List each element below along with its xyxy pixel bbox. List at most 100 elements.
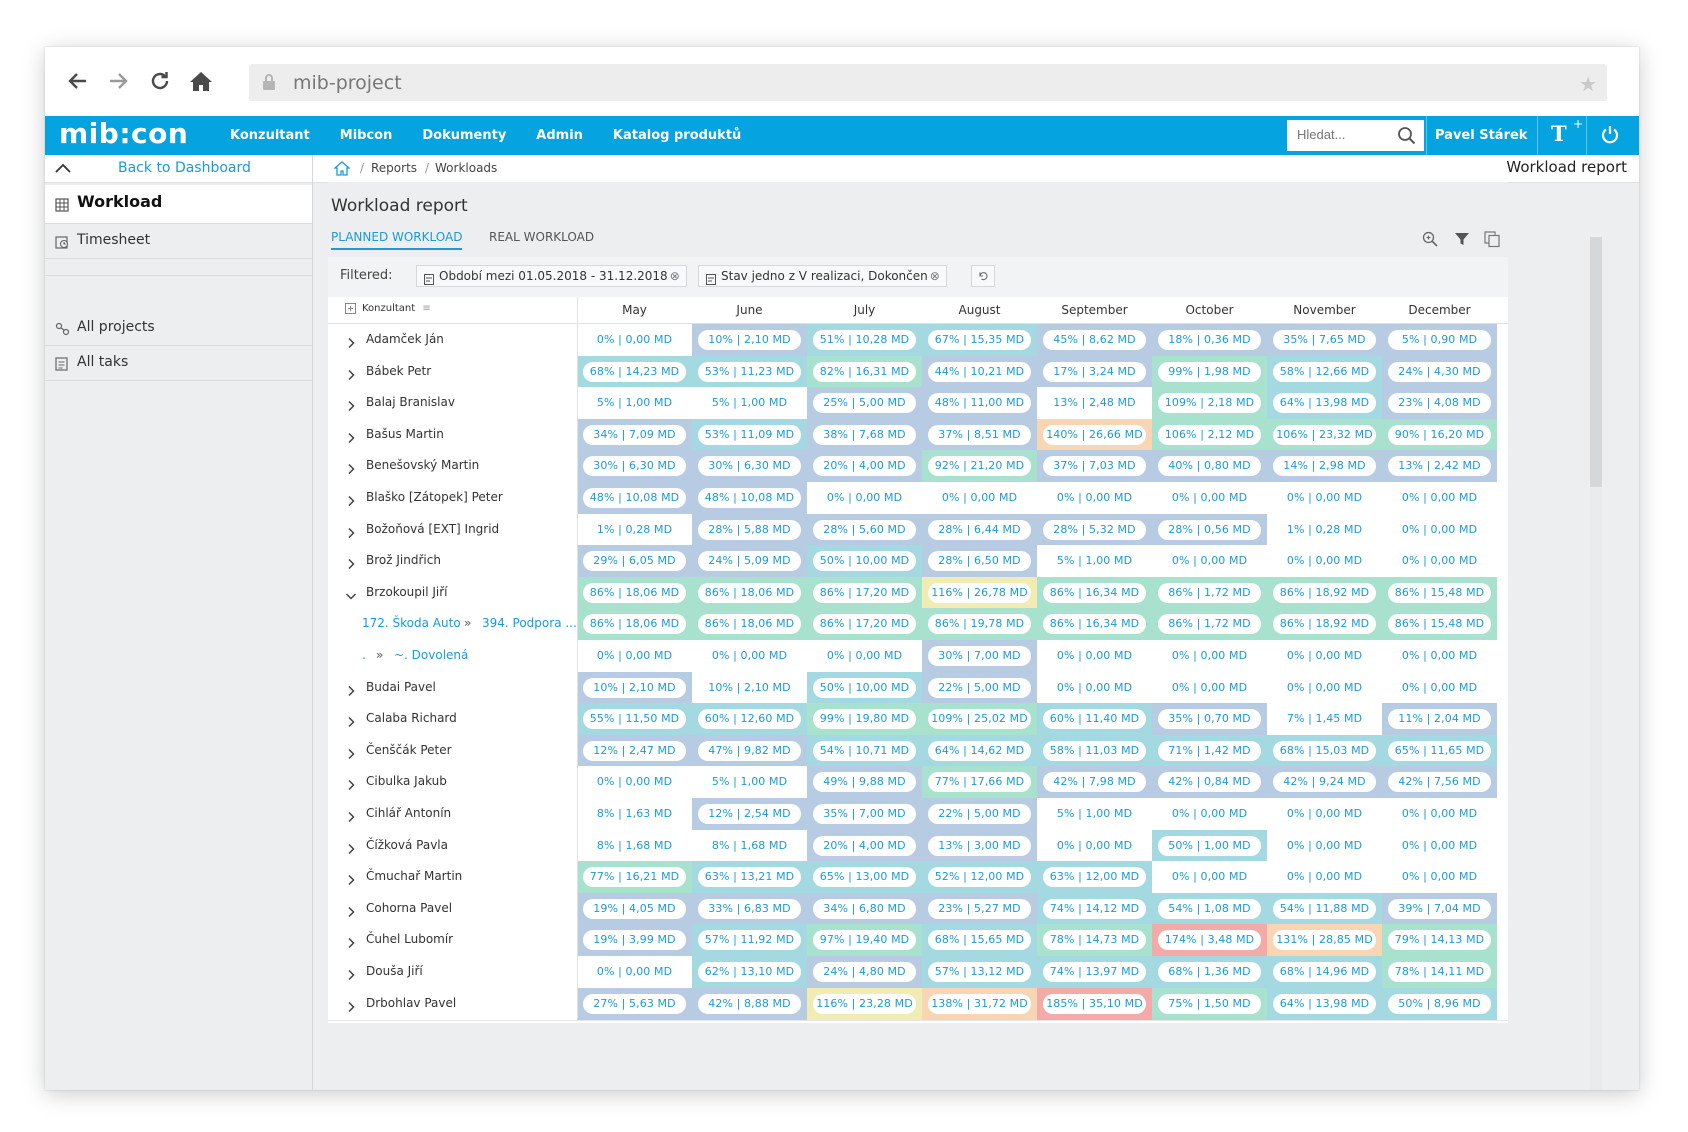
workload-cell[interactable]: 0% | 0,00 MD [692,640,807,672]
workload-cell[interactable]: 0% | 0,00 MD [1267,829,1382,862]
workload-cell[interactable]: 5% | 1,00 MD [1037,545,1152,578]
workload-cell[interactable]: 48% | 10,08 MD [577,482,692,514]
chevron-right-icon[interactable] [345,524,357,543]
table-row[interactable]: Brož Jindřich 29% | 6,05 MD 24% | 5,09 MD 5… [328,545,1508,579]
bookmark-star-icon[interactable]: ★ [1579,72,1597,96]
workload-cell[interactable]: 34% | 6,80 MD [807,892,922,925]
tab-real-workload[interactable]: REAL WORKLOAD [489,230,595,244]
chevron-right-icon[interactable] [345,840,357,859]
text-size-icon[interactable]: T [1551,121,1567,146]
sidebar-item-all-taks[interactable]: All taks [45,346,312,381]
workload-cell[interactable]: 57% | 13,12 MD [922,956,1037,988]
workload-cell[interactable]: 64% | 13,98 MD [1267,987,1382,1020]
workload-cell[interactable]: 0% | 0,00 MD [1152,671,1267,704]
chevron-right-icon[interactable] [345,366,357,385]
zoom-icon[interactable] [1422,231,1438,251]
workload-cell[interactable]: 13% | 3,00 MD [922,829,1037,862]
table-row[interactable]: Budai Pavel 10% | 2,10 MD 10% | 2,10 MD 50%… [328,671,1508,705]
workload-cell[interactable]: 63% | 13,21 MD [692,861,807,894]
workload-cell[interactable]: 28% | 5,32 MD [1037,513,1152,546]
chevron-right-icon[interactable] [345,460,357,479]
workload-cell[interactable]: 37% | 7,03 MD [1037,450,1152,483]
workload-cell[interactable]: 86% | 18,06 MD [577,608,692,641]
workload-cell[interactable]: 30% | 7,00 MD [922,640,1037,672]
filter-chip-status[interactable]: Stav jedno z V realizaci, Dokončen ⊗ [698,265,947,287]
chevron-right-icon[interactable] [345,334,357,353]
workload-cell[interactable]: 0% | 0,00 MD [1267,482,1382,514]
workload-cell[interactable]: 116% | 23,28 MD [807,987,922,1020]
workload-cell[interactable]: 68% | 14,96 MD [1267,956,1382,988]
workload-cell[interactable]: 42% | 0,84 MD [1152,766,1267,799]
workload-cell[interactable]: 109% | 25,02 MD [922,703,1037,736]
remove-filter-icon[interactable]: ⊗ [929,269,940,283]
workload-cell[interactable]: 0% | 0,00 MD [1267,640,1382,672]
table-row[interactable]: Benešovský Martin 30% | 6,30 MD 30% | 6,30… [328,450,1508,484]
workload-cell[interactable]: 86% | 16,34 MD [1037,576,1152,609]
table-row[interactable]: Adamček Ján 0% | 0,00 MD 10% | 2,10 MD 51% … [328,324,1508,357]
workload-cell[interactable]: 86% | 1,72 MD [1152,608,1267,641]
workload-cell[interactable]: 20% | 4,00 MD [807,450,922,483]
table-row[interactable]: Cibulka Jakub 0% | 0,00 MD 5% | 1,00 MD 49%… [328,766,1508,800]
workload-cell[interactable]: 30% | 6,30 MD [692,450,807,483]
workload-cell[interactable]: 5% | 0,90 MD [1382,324,1497,356]
workload-cell[interactable]: 35% | 7,00 MD [807,798,922,830]
workload-cell[interactable]: 174% | 3,48 MD [1152,924,1267,957]
power-icon[interactable] [1600,124,1620,150]
user-name[interactable]: Pavel Stárek [1435,128,1528,143]
workload-cell[interactable]: 30% | 6,30 MD [577,450,692,483]
workload-cell[interactable]: 0% | 0,00 MD [1152,798,1267,830]
workload-cell[interactable]: 86% | 15,48 MD [1382,576,1497,609]
workload-cell[interactable]: 86% | 15,48 MD [1382,608,1497,641]
logo[interactable]: mib:con [59,117,189,150]
workload-cell[interactable]: 28% | 0,56 MD [1152,513,1267,546]
table-row[interactable]: Čenščák Peter 12% | 2,47 MD 47% | 9,82 MD 5… [328,734,1508,768]
workload-cell[interactable]: 23% | 5,27 MD [922,892,1037,925]
workload-cell[interactable]: 10% | 2,10 MD [692,671,807,704]
workload-cell[interactable]: 68% | 14,23 MD [577,355,692,388]
menu-mibcon[interactable]: Mibcon [339,128,393,143]
workload-cell[interactable]: 140% | 26,66 MD [1037,418,1152,451]
workload-cell[interactable]: 8% | 1,68 MD [692,829,807,862]
table-row[interactable]: Čmuchař Martin 77% | 16,21 MD 63% | 13,21 … [328,861,1508,895]
workload-cell[interactable]: 106% | 23,32 MD [1267,418,1382,451]
table-subrow[interactable]: . » ~. Dovolená 0% | 0,00 MD 0% | 0,00 MD 0% … [328,640,1508,673]
workload-cell[interactable]: 52% | 12,00 MD [922,861,1037,894]
workload-cell[interactable]: 0% | 0,00 MD [922,482,1037,514]
workload-cell[interactable]: 0% | 0,00 MD [577,640,692,672]
workload-cell[interactable]: 64% | 13,98 MD [1267,387,1382,420]
workload-cell[interactable]: 40% | 0,80 MD [1152,450,1267,483]
workload-cell[interactable]: 0% | 0,00 MD [807,482,922,514]
workload-cell[interactable]: 86% | 17,20 MD [807,576,922,609]
workload-cell[interactable]: 131% | 28,85 MD [1267,924,1382,957]
workload-cell[interactable]: 27% | 5,63 MD [577,987,692,1020]
workload-cell[interactable]: 35% | 7,65 MD [1267,324,1382,356]
back-arrow-icon[interactable] [62,65,94,97]
workload-cell[interactable]: 23% | 4,08 MD [1382,387,1497,420]
table-row[interactable]: Drbohlav Pavel 27% | 5,63 MD 42% | 8,88 MD… [328,987,1508,1021]
workload-cell[interactable]: 12% | 2,54 MD [692,798,807,830]
workload-cell[interactable]: 39% | 7,04 MD [1382,892,1497,925]
workload-cell[interactable]: 86% | 1,72 MD [1152,576,1267,609]
chevron-right-icon[interactable] [345,713,357,732]
workload-cell[interactable]: 92% | 21,20 MD [922,450,1037,483]
clear-filters-button[interactable] [971,265,995,287]
workload-cell[interactable]: 28% | 5,88 MD [692,513,807,546]
table-row[interactable]: Brzokoupil Jiří 86% | 18,06 MD 86% | 18,06… [328,576,1508,610]
workload-cell[interactable]: 54% | 10,71 MD [807,734,922,767]
workload-cell[interactable]: 0% | 0,00 MD [1382,513,1497,546]
table-row[interactable]: Cihlář Antonín 8% | 1,63 MD 12% | 2,54 MD 3… [328,798,1508,831]
workload-cell[interactable]: 29% | 6,05 MD [577,545,692,578]
workload-cell[interactable]: 54% | 1,08 MD [1152,892,1267,925]
workload-cell[interactable]: 24% | 5,09 MD [692,545,807,578]
workload-cell[interactable]: 109% | 2,18 MD [1152,387,1267,420]
workload-cell[interactable]: 0% | 0,00 MD [1037,482,1152,514]
workload-cell[interactable]: 68% | 1,36 MD [1152,956,1267,988]
workload-cell[interactable]: 0% | 0,00 MD [1037,671,1152,704]
workload-cell[interactable]: 63% | 12,00 MD [1037,861,1152,894]
back-to-dashboard-label[interactable]: Back to Dashboard [118,160,251,176]
workload-cell[interactable]: 22% | 5,00 MD [922,671,1037,704]
task-link[interactable]: 394. Podpora ... [482,616,577,631]
workload-cell[interactable]: 1% | 0,28 MD [1267,513,1382,546]
workload-cell[interactable]: 53% | 11,09 MD [692,418,807,451]
chevron-right-icon[interactable] [345,745,357,764]
